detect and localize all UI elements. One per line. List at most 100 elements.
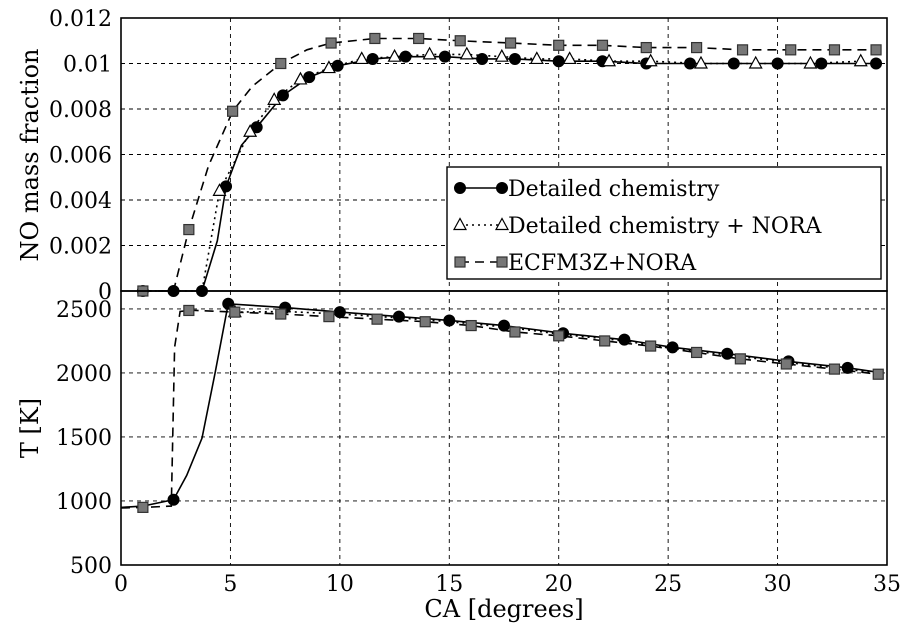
top-series-2-marker <box>828 44 841 56</box>
top-series-1-marker <box>693 55 708 69</box>
bottom-series-2-marker <box>828 363 841 375</box>
bottom-series-line-0 <box>120 302 883 509</box>
top-series-1-marker <box>293 71 308 85</box>
top-series-1-marker <box>494 48 509 62</box>
bottom-series-2-marker <box>734 353 746 365</box>
bottom-series-2-marker <box>183 304 195 317</box>
top-series-2-marker <box>413 32 425 45</box>
top-series-0-marker <box>508 52 521 65</box>
bottom-grid <box>121 291 887 565</box>
top-series-1-marker <box>853 53 868 67</box>
top-series-2-marker <box>553 39 565 51</box>
bottom-tick-labels: 0 5 10 15 20 25 30 35 500 1000 1500 2000 2500 <box>56 298 901 597</box>
top-series-0-marker <box>399 50 412 63</box>
top-series-2-marker <box>690 41 703 54</box>
top-series-1-marker <box>562 51 577 65</box>
top-series-0-marker <box>771 57 784 70</box>
top-series-2-marker <box>596 39 609 51</box>
legend-marker <box>452 217 468 231</box>
top-y-tick-label: 0.008 <box>49 98 112 123</box>
top-series-1-marker <box>387 48 402 62</box>
x-tick-label: 20 <box>545 572 573 597</box>
top-series-2-marker <box>504 37 517 49</box>
bottom-y-tick-label: 2500 <box>56 298 112 323</box>
top-series-1-marker <box>529 51 544 65</box>
x-tick-label: 30 <box>764 572 792 597</box>
legend-marker <box>454 182 466 194</box>
top-series-0-marker <box>331 59 344 72</box>
legend-box <box>446 166 882 280</box>
bottom-series-0-marker <box>618 333 631 346</box>
bottom-series-2-marker <box>780 358 792 370</box>
bottom-series-2-marker <box>599 335 611 347</box>
top-y-tick-label: 0 <box>98 280 112 305</box>
top-y-tick-label: 0.01 <box>63 53 112 78</box>
bottom-y-tick-label: 2000 <box>56 362 112 387</box>
bottom-series-2-marker <box>690 346 703 359</box>
bottom-series-0-marker <box>443 314 456 327</box>
top-series-0-marker <box>438 50 451 63</box>
top-series-1-marker <box>803 55 818 69</box>
bottom-y-tick-label: 1000 <box>56 490 112 515</box>
bottom-series-0-marker <box>167 493 180 506</box>
top-series-0-marker <box>815 57 828 70</box>
bottom-series-0-marker <box>666 341 679 354</box>
bottom-series-2-marker <box>645 340 657 352</box>
top-series-0-marker <box>870 57 883 70</box>
legend-marker <box>496 256 508 268</box>
bottom-y-axis-label: T [K] <box>16 398 44 458</box>
top-series-2-marker <box>325 37 337 49</box>
bottom-series-2-marker <box>137 501 149 513</box>
x-tick-label: 5 <box>223 572 237 597</box>
bottom-y-tick-label: 500 <box>70 554 112 579</box>
top-series-1-marker <box>354 51 369 65</box>
top-series-1-marker <box>459 46 474 60</box>
legend-entry-label: Detailed chemistry + NORA <box>508 214 823 239</box>
top-series-0-marker <box>276 89 289 102</box>
top-tick-labels: 0 0.002 0.004 0.006 0.008 0.01 0.012 <box>49 7 112 305</box>
bottom-series-group <box>120 297 884 513</box>
top-series-1-marker <box>243 123 258 137</box>
top-series-1-marker <box>212 183 227 196</box>
top-series-2-marker <box>454 35 466 47</box>
top-series-2-marker <box>640 41 652 54</box>
bottom-series-0-marker <box>841 361 854 374</box>
legend: Detailed chemistry Detailed chemistry + N… <box>446 166 882 280</box>
top-series-0-marker <box>727 57 740 70</box>
bottom-series-2-marker <box>509 326 521 338</box>
top-series-2-marker <box>870 44 882 56</box>
top-series-0-marker <box>552 55 565 68</box>
top-y-tick-label: 0.012 <box>49 7 112 32</box>
top-series-1-marker <box>748 55 763 69</box>
top-series-0-marker <box>303 71 316 84</box>
legend-marker <box>494 217 510 231</box>
legend-marker <box>454 256 466 268</box>
x-tick-label: 0 <box>114 572 128 597</box>
x-tick-label: 15 <box>435 572 463 597</box>
top-series-1-marker <box>267 92 282 106</box>
x-tick-label: 10 <box>326 572 354 597</box>
bottom-series-2-marker <box>872 368 884 380</box>
x-tick-label: 35 <box>873 572 901 597</box>
top-series-group <box>136 32 883 297</box>
top-series-2-marker <box>183 223 195 236</box>
top-series-1-marker <box>321 60 336 74</box>
legend-entry-label: ECFM3Z+NORA <box>508 251 697 276</box>
bottom-y-tick-label: 1500 <box>56 426 112 451</box>
top-series-2-marker <box>227 105 239 117</box>
legend-marker <box>496 182 508 194</box>
x-axis-label: CA [degrees] <box>424 595 583 623</box>
bottom-series-0-marker <box>498 319 510 332</box>
top-series-2-marker <box>785 44 797 56</box>
bottom-series-2-marker <box>323 311 335 323</box>
top-series-1-marker <box>422 46 437 60</box>
top-series-2-marker <box>736 44 749 56</box>
bottom-plot-frame <box>120 290 888 566</box>
top-series-0-marker <box>476 52 489 65</box>
top-series-1-marker <box>602 53 617 67</box>
top-series-1-marker <box>643 53 658 67</box>
bottom-series-0-marker <box>392 310 405 323</box>
top-series-0-marker <box>366 52 379 65</box>
